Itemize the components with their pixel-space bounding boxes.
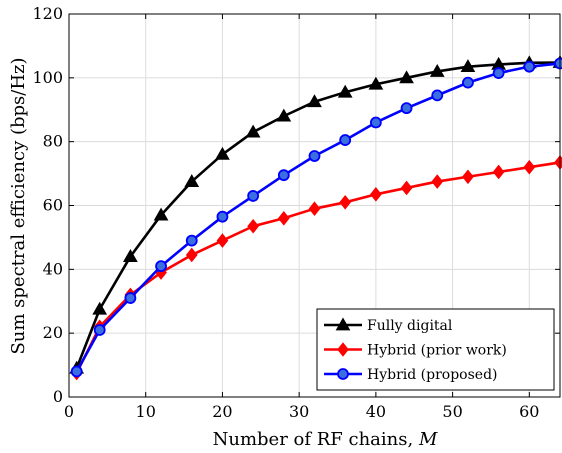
circle-data-point: [554, 57, 562, 70]
x-tick-labels: 0 10 20 30 40 50 60: [64, 402, 540, 421]
triangle-data-point: [123, 249, 138, 262]
legend-circle-marker: [337, 368, 349, 380]
circle-data-point: [431, 89, 444, 102]
triangle-data-point: [245, 124, 261, 138]
circle-data-point: [216, 210, 229, 223]
triangle-data-point: [337, 84, 353, 98]
legend-entry: Hybrid (prior work): [324, 342, 507, 359]
diamond-data-point: [462, 169, 474, 185]
triangle-data-point: [153, 207, 169, 221]
y-tick-label: 40: [43, 259, 63, 278]
triangle-data-point: [92, 301, 108, 315]
legend-triangle-marker: [335, 317, 351, 331]
y-tick-label: 80: [43, 132, 63, 151]
diamond-data-point: [431, 174, 444, 189]
triangle-data-point: [307, 94, 322, 108]
circle-data-point: [70, 365, 83, 378]
circle-data-point: [247, 190, 260, 202]
y-tick-label: 120: [32, 4, 63, 23]
circle-data-point: [185, 234, 198, 247]
x-tick-label: 0: [64, 402, 74, 421]
x-tick-label: 10: [136, 402, 156, 421]
circle-data-point: [277, 169, 290, 182]
diamond-data-point: [277, 210, 290, 226]
legend: Fully digital Hybrid (prior work) Hybrid (…: [316, 308, 555, 391]
legend-label: Hybrid (prior work): [367, 343, 507, 359]
series-group: [69, 55, 562, 381]
legend-entry: Fully digital: [324, 317, 453, 334]
diamond-data-point: [554, 155, 562, 170]
circle-data-point: [124, 292, 137, 304]
y-axis-label: Sum spectral efficiency (bps/Hz): [8, 57, 29, 354]
x-tick-label: 20: [212, 402, 232, 421]
triangle-data-point: [368, 76, 384, 90]
triangle-data-point: [460, 59, 476, 73]
circle-data-point: [308, 150, 321, 162]
y-tick-label: 20: [43, 323, 63, 342]
circle-data-point: [93, 324, 106, 336]
triangle-data-point: [429, 63, 445, 77]
x-tick-label: 30: [289, 402, 309, 421]
x-axis-label: Number of RF chains, M: [213, 429, 438, 450]
diamond-data-point: [308, 201, 321, 216]
diamond-data-point: [492, 164, 505, 180]
diamond-data-point: [370, 187, 382, 202]
x-tick-label: 50: [442, 402, 462, 421]
diamond-data-point: [185, 247, 198, 263]
diamond-data-point: [216, 233, 229, 248]
diamond-data-point: [247, 218, 259, 234]
legend-label: Hybrid (proposed): [367, 367, 498, 383]
diamond-data-point: [339, 195, 352, 210]
triangle-data-point: [184, 174, 200, 187]
circle-data-point: [155, 260, 167, 273]
legend-label: Fully digital: [367, 318, 453, 334]
circle-data-point: [492, 67, 505, 79]
diamond-data-point: [400, 180, 413, 196]
y-tick-label: 0: [53, 387, 63, 406]
triangle-data-point: [215, 146, 230, 160]
axes-frame: [68, 13, 561, 398]
circle-data-point: [339, 134, 352, 146]
y-tick-label: 60: [43, 196, 63, 215]
diamond-data-point: [523, 159, 536, 175]
x-tick-label: 60: [519, 402, 539, 421]
legend-entry: Hybrid (proposed): [324, 367, 498, 383]
y-tick-labels: 0 20 40 60 80 100 120: [32, 4, 63, 406]
circle-data-point: [523, 60, 536, 73]
triangle-data-point: [399, 70, 414, 84]
x-tick-label: 40: [366, 402, 386, 421]
triangle-data-point: [276, 108, 292, 122]
circle-data-point: [400, 102, 413, 115]
y-tick-label: 100: [32, 68, 63, 87]
circle-data-point: [369, 116, 382, 129]
circle-data-point: [462, 76, 474, 89]
legend-diamond-marker: [337, 342, 349, 357]
